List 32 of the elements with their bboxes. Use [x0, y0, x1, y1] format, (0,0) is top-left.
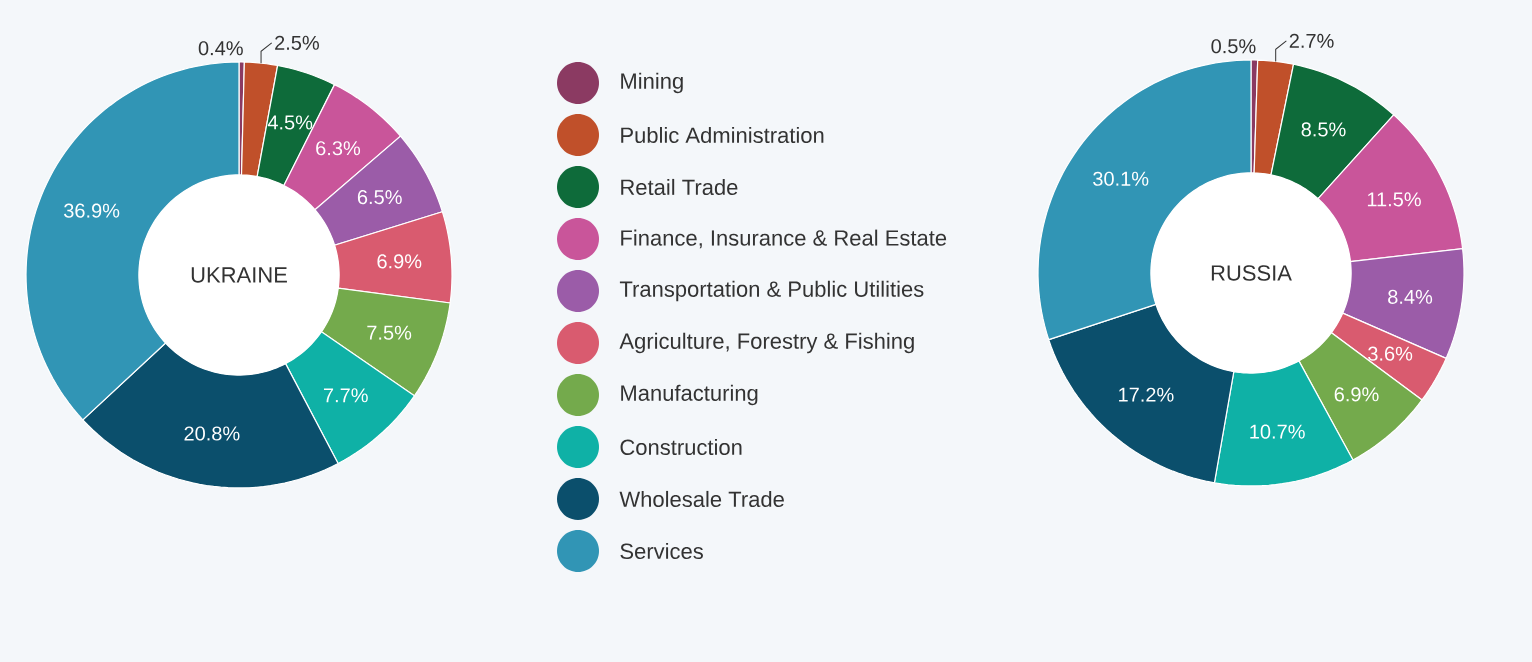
data-label: 17.2% — [1119, 387, 1174, 402]
legend-label: Finance, Insurance & Real Estate — [621, 229, 947, 249]
text: UKRAINE — [191, 267, 287, 283]
legend-label: Services — [620, 542, 703, 560]
data-label: 0.5% — [1211, 39, 1256, 54]
legend-label: Construction — [620, 438, 742, 456]
data-label: 7.5% — [367, 325, 412, 340]
legend-label: Transportation & Public Utilities — [619, 280, 924, 302]
data-label: 0.4% — [198, 41, 243, 56]
text: RUSSIA — [1211, 265, 1292, 281]
legend-label: Public Administration — [621, 126, 824, 144]
data-label: 2.5% — [275, 35, 319, 50]
data-label: 11.5% — [1367, 192, 1421, 207]
data-label: 6.9% — [377, 254, 422, 269]
data-label: 8.5% — [1301, 122, 1346, 137]
legend-label: Manufacturing — [621, 384, 758, 406]
data-label: 3.6% — [1368, 346, 1413, 361]
data-label: 36.9% — [64, 203, 120, 218]
data-label: 20.8% — [184, 426, 240, 441]
legend-label: Agriculture, Forestry & Fishing — [619, 332, 914, 354]
data-label: 2.7% — [1289, 33, 1334, 48]
data-label: 4.5% — [267, 115, 313, 130]
data-label: 10.7% — [1250, 424, 1305, 439]
legend-label: Wholesale Trade — [619, 490, 784, 508]
data-label: 6.9% — [1334, 387, 1379, 402]
data-label: 30.1% — [1093, 171, 1149, 186]
data-label: 7.7% — [323, 388, 368, 403]
legend-label: Retail Trade — [621, 178, 738, 196]
data-label: 6.3% — [316, 141, 361, 156]
data-label: 6.5% — [357, 190, 402, 205]
legend-label: Mining — [621, 72, 683, 94]
data-label: 8.4% — [1388, 289, 1433, 304]
